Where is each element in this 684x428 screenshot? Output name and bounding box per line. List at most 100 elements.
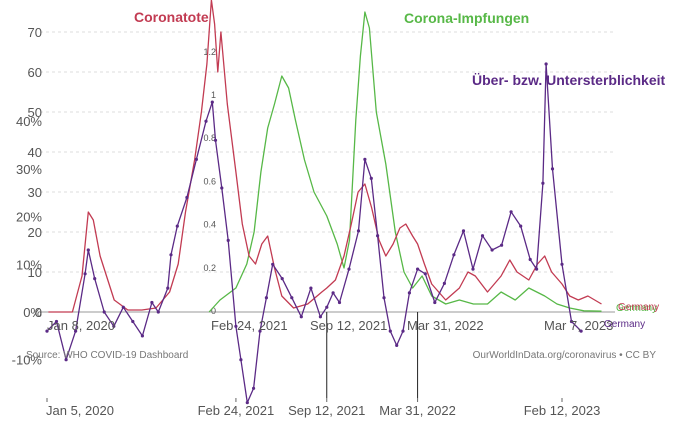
inner-y-tick-label: 20% [16, 210, 42, 225]
data-point [433, 300, 437, 305]
data-point [442, 281, 446, 285]
data-point [309, 286, 313, 290]
outer-y-axis: 0 10 20 30 40 50 60 70 [28, 25, 42, 320]
x-tick-label-top: Sep 12, 2021 [310, 318, 387, 333]
data-point [156, 310, 160, 314]
series-0 [48, 0, 602, 313]
data-point [239, 358, 243, 362]
small-y-tick-label: 0.2 [203, 263, 216, 273]
x-tick-label-top: Mar 7, 2023 [544, 318, 613, 333]
data-point [166, 286, 170, 290]
small-y-tick-label: 0.8 [203, 133, 216, 143]
series-line [208, 11, 602, 313]
data-point [93, 277, 97, 281]
data-point [290, 296, 294, 300]
data-point [560, 262, 564, 266]
series-line [48, 0, 602, 313]
data-point [252, 386, 256, 390]
data-point [347, 267, 351, 271]
series-title-impfungen: Corona-Impfungen [404, 10, 529, 26]
data-point [83, 272, 87, 276]
data-point [461, 229, 466, 233]
data-point [226, 238, 230, 242]
data-point [363, 157, 367, 161]
x-tick-label-top: Jan 8, 2020 [47, 318, 115, 333]
data-point [544, 62, 548, 66]
data-point [234, 324, 238, 328]
x-tick-label-bottom: Jan 5, 2020 [46, 403, 114, 418]
data-point [150, 300, 154, 305]
series-lines [45, 0, 602, 405]
end-label-green: Germany [616, 303, 657, 314]
series-1 [208, 11, 602, 313]
small-y-tick-label: 0 [211, 306, 216, 316]
data-point [337, 300, 342, 305]
data-point [416, 267, 420, 271]
data-point [271, 262, 275, 266]
data-point [45, 329, 49, 333]
data-point [210, 100, 214, 104]
data-point [452, 253, 456, 257]
outer-y-tick-label: 40 [28, 145, 42, 160]
data-point [264, 296, 268, 300]
inner-y-tick-label: 0% [23, 305, 42, 320]
outer-y-tick-label: 10 [28, 265, 42, 280]
inner-y-tick-label: -10% [12, 353, 43, 368]
x-tick-label-top: Mar 31, 2022 [407, 318, 484, 333]
data-point [388, 329, 392, 333]
data-point [54, 319, 59, 324]
data-point [395, 343, 399, 347]
data-point [382, 296, 386, 300]
x-tick-label-bottom: Sep 12, 2021 [288, 403, 365, 418]
small-y-tick-label: 1.2 [203, 47, 216, 57]
data-point [169, 253, 173, 257]
gridlines [40, 31, 615, 313]
data-point [423, 272, 427, 276]
inner-y-tick-label: 10% [16, 257, 42, 272]
data-point [140, 334, 144, 338]
data-point [318, 315, 322, 319]
outer-y-tick-label: 30 [28, 185, 42, 200]
data-point [500, 243, 504, 247]
data-point [325, 305, 329, 309]
inner-y-tick-label: 30% [16, 162, 42, 177]
data-point [194, 157, 198, 161]
data-point [541, 181, 545, 185]
data-point [220, 186, 224, 190]
data-point [185, 195, 189, 200]
inner-y-axis: -10% 0% 10% 20% 30% 40% [12, 114, 43, 368]
x-tick-label-bottom: Mar 31, 2022 [379, 403, 456, 418]
data-point [204, 119, 208, 123]
data-point [331, 291, 335, 295]
x-tick-label-bottom: Feb 12, 2023 [524, 403, 601, 418]
data-point [569, 319, 574, 324]
data-point [74, 329, 78, 333]
end-label-red: Germany [618, 302, 659, 313]
credit-note: OurWorldInData.org/coronavirus • CC BY [473, 350, 657, 361]
series-2 [45, 62, 583, 405]
data-point [480, 234, 485, 238]
series-title-uebersterblichkeit: Über- bzw. Untersterblichkeit [472, 72, 666, 88]
x-tick-label-top: Feb 24, 2021 [211, 318, 288, 333]
data-point [175, 224, 179, 228]
data-point [121, 305, 125, 309]
outer-y-tick-label: 50 [28, 105, 42, 120]
data-point [299, 315, 303, 319]
data-point [102, 310, 106, 314]
data-point [213, 138, 218, 142]
source-note: Source: WHO COVID-19 Dashboard [26, 350, 188, 361]
data-point [528, 257, 532, 262]
data-point [401, 329, 405, 333]
data-point [535, 267, 539, 271]
small-y-tick-label: 1 [211, 90, 216, 100]
data-point [519, 224, 523, 228]
outer-y-tick-label: 0 [35, 305, 42, 320]
series-title-coronatote: Coronatote [134, 9, 209, 25]
outer-y-tick-label: 60 [28, 65, 42, 80]
data-point [509, 210, 513, 214]
x-tick-label-bottom: Feb 24, 2021 [198, 403, 275, 418]
inner-y-tick-label: 40% [16, 114, 42, 129]
data-point [245, 401, 249, 405]
data-point [258, 329, 262, 333]
